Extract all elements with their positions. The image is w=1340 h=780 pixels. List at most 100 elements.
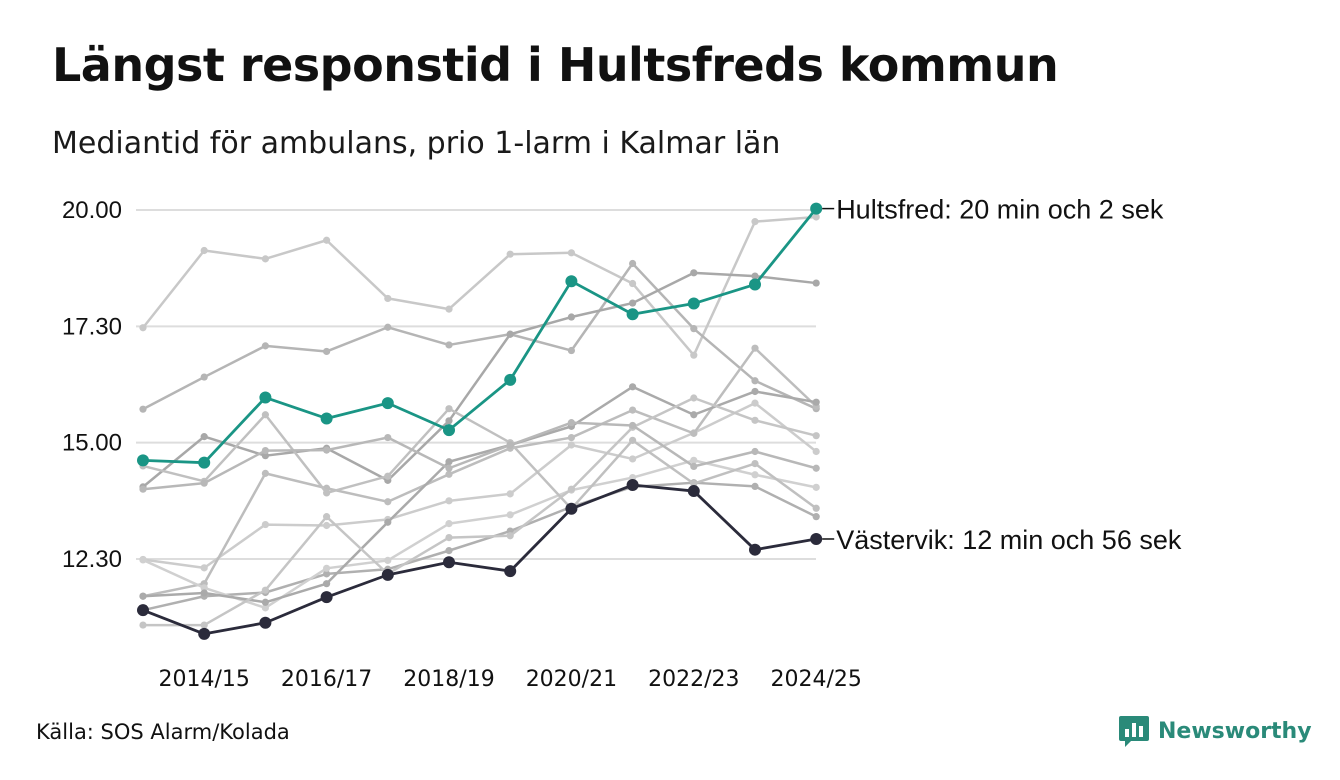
brand-logo: Newsworthy: [1118, 714, 1312, 748]
other-series-point: [323, 570, 331, 578]
hultsfred-series-point: [810, 202, 823, 215]
other-series-point: [690, 325, 698, 333]
other-series-point: [812, 513, 820, 521]
x-tick-label: 2016/17: [281, 667, 372, 692]
other-series-point: [445, 547, 453, 555]
other-series-point: [629, 455, 637, 463]
other-series-point: [812, 432, 820, 440]
other-series-point: [384, 294, 392, 303]
vastervik-series-point: [137, 604, 149, 617]
other-series-line: [141, 385, 818, 604]
other-series-point: [690, 269, 698, 277]
other-series-point: [384, 323, 392, 331]
other-series-point: [445, 464, 453, 472]
other-series-line: [141, 215, 818, 357]
other-series-point: [567, 485, 576, 493]
other-series-point: [567, 313, 576, 321]
other-series-point: [261, 446, 269, 455]
other-series-line: [141, 401, 818, 570]
other-series-point: [323, 521, 331, 530]
other-series-point: [200, 589, 208, 597]
other-series-point: [139, 485, 147, 493]
other-series-point: [690, 394, 698, 402]
other-series-point: [629, 299, 637, 307]
other-series-point: [445, 341, 453, 349]
other-series-point: [751, 460, 759, 468]
other-series-point: [751, 272, 759, 280]
other-series-point: [261, 255, 269, 263]
other-series-point: [200, 246, 208, 255]
other-series-point: [567, 433, 576, 442]
other-series-point: [567, 419, 576, 427]
other-series-point: [200, 621, 208, 629]
other-series-line: [141, 271, 818, 489]
other-series-point: [751, 399, 759, 407]
y-tick-label: 20.00: [62, 197, 122, 224]
hultsfred-series-point: [443, 424, 455, 437]
other-series-point: [690, 411, 698, 419]
other-series-point: [323, 580, 331, 588]
other-series-point: [139, 621, 147, 629]
vastervik-series-point: [810, 532, 823, 545]
chart-title: Längst responstid i Hultsfreds kommun: [52, 38, 1059, 92]
x-tick-label: 2022/23: [648, 667, 739, 692]
other-series-point: [200, 433, 208, 441]
hultsfred-series-point: [565, 275, 578, 288]
other-series-point: [629, 279, 637, 288]
other-series-line: [141, 407, 818, 510]
other-series-point: [200, 584, 208, 592]
vastervik-series-point: [443, 556, 455, 569]
other-series-point: [506, 441, 514, 449]
other-series-point: [751, 344, 759, 352]
hultsfred-series-point: [259, 391, 272, 404]
other-series-point: [629, 436, 637, 444]
other-series-point: [261, 604, 269, 612]
other-series-point: [751, 447, 759, 456]
source-note: Källa: SOS Alarm/Kolada: [36, 720, 290, 744]
other-series-line: [141, 346, 818, 598]
hultsfred-series-point: [198, 456, 211, 469]
other-series-point: [384, 498, 392, 506]
other-series-point: [139, 324, 147, 332]
other-series-point: [261, 411, 269, 419]
other-series-point: [384, 433, 392, 442]
other-series-point: [751, 482, 759, 491]
hultsfred-series-point: [381, 397, 394, 410]
other-series-point: [200, 564, 208, 572]
other-series-point: [567, 346, 576, 355]
other-series-point: [384, 472, 392, 480]
other-series-point: [139, 592, 147, 600]
other-series-point: [690, 456, 698, 464]
hultsfred-series-point: [687, 297, 700, 310]
x-tick-label: 2014/15: [158, 667, 249, 692]
x-tick-label: 2024/25: [770, 667, 861, 692]
other-series-point: [323, 347, 331, 356]
vastervik-series-point: [504, 565, 517, 578]
other-series-line: [141, 262, 818, 411]
other-series-point: [445, 458, 453, 466]
y-tick-label: 15.00: [62, 430, 122, 457]
other-series-point: [445, 470, 453, 478]
other-series-line: [141, 421, 818, 491]
other-series-point: [261, 452, 269, 460]
other-series-point: [629, 383, 637, 391]
newsworthy-logo-icon: [1119, 716, 1149, 747]
y-tick-label: 17.30: [62, 313, 122, 340]
vastervik-series-point: [626, 479, 639, 492]
other-series-point: [323, 513, 331, 521]
vastervik-series-point: [687, 485, 700, 498]
other-series-line: [141, 481, 818, 612]
brand-name: Newsworthy: [1158, 718, 1312, 744]
other-series-point: [812, 398, 820, 406]
other-series-point: [751, 387, 759, 396]
other-series-point: [690, 429, 698, 437]
hultsfred-series-line: [141, 207, 818, 465]
other-series-point: [629, 259, 637, 268]
other-series-line: [141, 459, 818, 610]
other-series-point: [200, 373, 208, 381]
vastervik-series-point: [320, 591, 333, 604]
chart-subtitle: Mediantid för ambulans, prio 1-larm i Ka…: [52, 126, 781, 161]
other-series-point: [323, 489, 331, 497]
other-series-point: [629, 421, 637, 430]
